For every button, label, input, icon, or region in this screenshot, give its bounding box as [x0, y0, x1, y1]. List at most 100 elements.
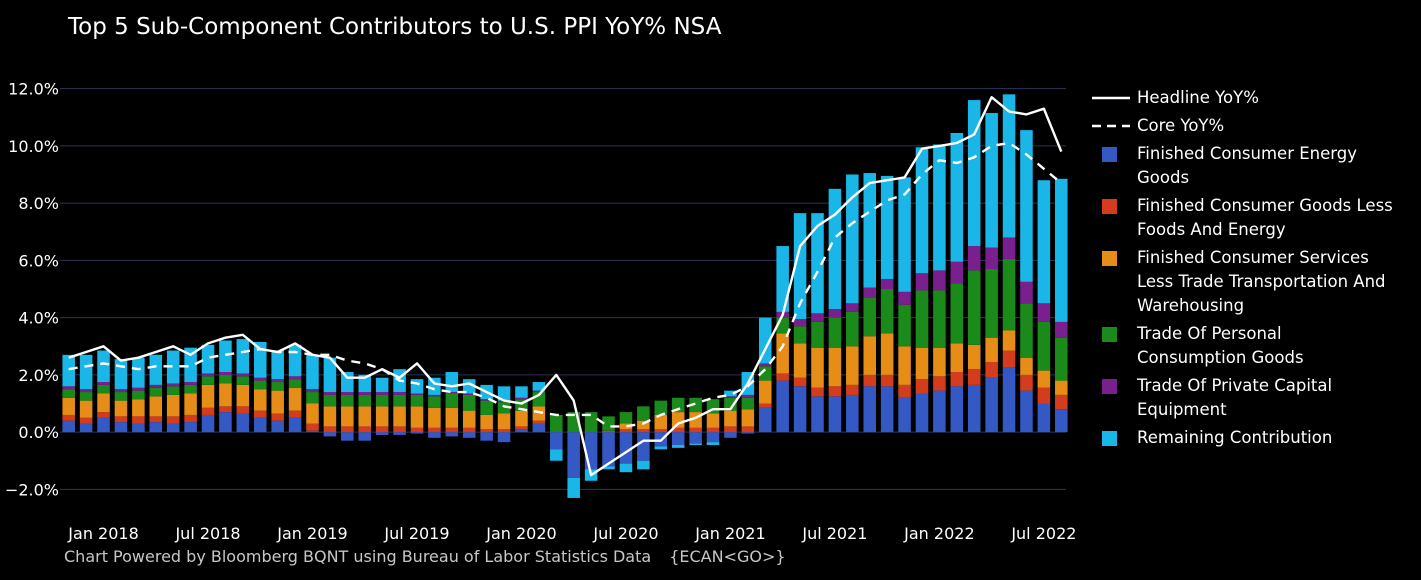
bar-segment: [462, 410, 476, 428]
bar-segment: [689, 427, 702, 433]
bar-segment: [898, 304, 911, 347]
bar-segment: [550, 432, 563, 450]
bar-segment: [880, 374, 894, 387]
bar-segment: [967, 246, 981, 271]
bar-segment: [619, 463, 633, 473]
bar-segment: [201, 376, 215, 385]
bar-segment: [253, 410, 267, 418]
bar-segment: [967, 270, 981, 345]
bar-segment: [898, 384, 911, 398]
bar-segment: [166, 386, 180, 395]
bar-segment: [375, 394, 389, 407]
bar-segment: [515, 399, 528, 411]
bar-segment: [1055, 321, 1068, 338]
bar-segment: [253, 417, 267, 433]
bar-segment: [654, 429, 668, 433]
bar-segment: [410, 406, 424, 428]
bar-segment: [1055, 394, 1068, 410]
bar-segment: [184, 384, 197, 394]
legend-swatch: [1092, 86, 1137, 108]
bar-segment: [306, 403, 319, 424]
bar-segment: [880, 278, 894, 289]
bar-segment: [671, 432, 685, 446]
bar-segment: [619, 412, 633, 424]
bar-segment: [793, 386, 807, 433]
bar-segment: [706, 413, 720, 428]
legend-swatch-box: [1102, 147, 1117, 162]
bar-segment: [149, 422, 163, 433]
bar-segment: [741, 432, 755, 434]
legend-item: Finished Consumer Goods Less Foods And En…: [1092, 194, 1412, 242]
bar-segment: [79, 417, 93, 424]
bar-segment: [933, 390, 946, 433]
bar-segment: [323, 426, 337, 433]
bar-segment: [1002, 94, 1016, 238]
bar-segment: [445, 407, 459, 428]
bar-segment: [637, 429, 650, 433]
bar-segment: [114, 392, 128, 401]
bar-segment: [236, 413, 250, 433]
bar-segment: [584, 412, 598, 433]
bar-segment: [846, 311, 859, 347]
bar-segment: [428, 407, 441, 428]
legend-swatch: [1092, 322, 1137, 344]
bar-segment: [532, 390, 546, 393]
bar-segment: [219, 406, 232, 413]
bar-segment: [201, 373, 215, 377]
bar-segment: [515, 386, 528, 398]
bar-segment: [132, 423, 145, 433]
bar-segment: [114, 400, 128, 417]
bar-segment: [166, 350, 180, 384]
bar-segment: [97, 382, 110, 385]
bar-segment: [219, 374, 232, 384]
bar-segment: [1055, 409, 1068, 433]
bar-segment: [758, 366, 772, 381]
bar-segment: [184, 414, 197, 423]
bar-segment: [880, 333, 894, 375]
legend-item: Finished Consumer Energy Goods: [1092, 142, 1412, 190]
legend-item: Remaining Contribution: [1092, 426, 1412, 450]
bar-segment: [306, 389, 319, 393]
bar-segment: [1037, 180, 1051, 304]
bar-segment: [445, 432, 459, 437]
bar-segment: [480, 399, 493, 401]
headline-yoy-line: [68, 95, 1063, 477]
bar-segment: [793, 343, 807, 378]
bar-segment: [532, 420, 546, 424]
bar-segment: [497, 429, 511, 433]
bar-segment: [915, 273, 929, 291]
bar-segment: [79, 354, 93, 390]
bar-segment: [132, 357, 145, 388]
bar-segment: [741, 394, 755, 398]
bar-segment: [602, 432, 615, 467]
bar-segment: [1055, 380, 1068, 395]
bar-segment: [306, 392, 319, 404]
bar-segment: [532, 406, 546, 421]
bar-segment: [184, 393, 197, 415]
bar-segment: [619, 429, 633, 433]
bar-segment: [828, 347, 842, 387]
bar-segment: [393, 432, 406, 435]
bar-segment: [880, 289, 894, 334]
bar-segment: [758, 380, 772, 404]
bar-segment: [706, 427, 720, 433]
bar-segment: [219, 412, 232, 433]
bar-segment: [898, 346, 911, 385]
legend-swatch: [1092, 142, 1137, 164]
legend-label: Trade Of Private Capital Equipment: [1137, 376, 1333, 419]
bar-segment: [1037, 403, 1051, 433]
y-tick-label: 6.0%: [18, 251, 59, 270]
bar-segment: [654, 414, 668, 430]
bar-segment: [863, 287, 877, 298]
bar-segment: [62, 386, 75, 390]
bar-segment: [358, 426, 372, 433]
bar-segment: [880, 175, 894, 279]
bar-segment: [933, 376, 946, 391]
bar-segment: [654, 400, 668, 415]
bar-segment: [375, 432, 389, 435]
bar-segment: [97, 384, 110, 394]
bar-segment: [950, 343, 964, 373]
bar-segment: [236, 376, 250, 385]
y-axis-ticks: −2.0% 0.0% 2.0% 4.0% 6.0% 8.0% 10.0% 12.0%: [5, 80, 59, 500]
bar-segment: [166, 383, 180, 387]
